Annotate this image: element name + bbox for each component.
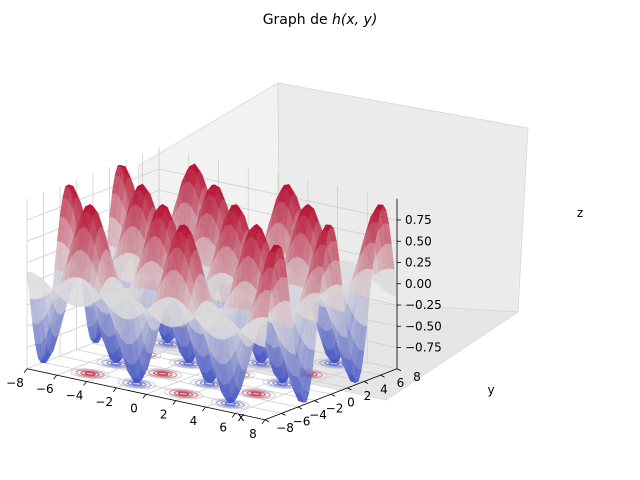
contour-ring bbox=[241, 389, 272, 399]
contour-ring bbox=[157, 340, 178, 347]
y-tick bbox=[330, 393, 336, 397]
surface-facet bbox=[259, 316, 268, 348]
contour-ring bbox=[203, 381, 216, 386]
axes: −8 −6 −4 −2 0 2 4 6 8 −8−6−4−2 0 2 4 6 8−0.75−0.50−0.2… bbox=[6, 198, 442, 441]
y-tick bbox=[380, 374, 385, 378]
y-tick bbox=[363, 381, 369, 384]
contour-ring bbox=[246, 390, 267, 397]
contour-ring bbox=[220, 400, 241, 407]
x-tick bbox=[23, 368, 28, 373]
z-tick-label: 0.25 bbox=[405, 256, 432, 270]
x-tick bbox=[261, 419, 266, 424]
x-tick bbox=[112, 387, 117, 393]
z-tick-label: −0.75 bbox=[405, 341, 442, 355]
contour-ring bbox=[178, 360, 199, 367]
contour-ring bbox=[224, 401, 236, 406]
x-tick-label: 8 bbox=[249, 427, 257, 441]
y-tick-label: −8 bbox=[276, 421, 294, 435]
chart-title-math: h(x, y) bbox=[332, 12, 377, 28]
contour-ring bbox=[328, 361, 340, 366]
contour-ring bbox=[199, 380, 220, 387]
contour-ring bbox=[130, 381, 143, 386]
y-tick-label: 6 bbox=[397, 376, 405, 390]
x-tick-label: 4 bbox=[190, 414, 198, 428]
z-axis-label: z bbox=[577, 206, 583, 220]
contour-ring bbox=[215, 399, 246, 409]
x-tick bbox=[142, 394, 147, 399]
contour-ring bbox=[251, 360, 272, 367]
chart-title-text: Graph de bbox=[263, 12, 332, 28]
x-tick-label: 0 bbox=[130, 401, 138, 415]
x-tick bbox=[172, 400, 177, 405]
contour-ring bbox=[106, 360, 126, 367]
y-tick bbox=[314, 400, 319, 403]
contour-ring bbox=[163, 388, 204, 400]
z-tick-label: 0.50 bbox=[405, 234, 432, 248]
x-tick bbox=[202, 406, 206, 412]
contour-ring bbox=[255, 361, 268, 366]
surface-mesh bbox=[26, 163, 398, 404]
contour-ring bbox=[126, 380, 147, 387]
x-tick bbox=[53, 374, 58, 380]
contour-ring bbox=[272, 380, 292, 387]
contour-ring bbox=[173, 390, 194, 397]
x-axis-label: x bbox=[237, 410, 244, 424]
contour-ring bbox=[323, 360, 344, 367]
y-tick bbox=[396, 368, 402, 372]
y-tick-label: 2 bbox=[364, 389, 372, 403]
contour-ring bbox=[117, 378, 157, 390]
x-tick-label: −6 bbox=[36, 382, 54, 396]
x-tick bbox=[231, 413, 236, 418]
contour-ring bbox=[70, 368, 110, 380]
y-tick-label: −2 bbox=[326, 402, 344, 416]
x-tick-label: −4 bbox=[66, 389, 84, 403]
contour-ring bbox=[210, 398, 250, 410]
contour-ring bbox=[250, 391, 263, 396]
z-tick-label: −0.50 bbox=[405, 319, 442, 333]
chart-title: Graph de h(x, y) bbox=[263, 12, 378, 28]
z-tick-label: 0.00 bbox=[405, 277, 432, 291]
contour-ring bbox=[121, 379, 152, 389]
contour-ring bbox=[80, 370, 101, 377]
z-tick-label: 0.75 bbox=[405, 213, 432, 227]
contour-ring bbox=[156, 371, 169, 376]
y-tick-label: 8 bbox=[413, 370, 421, 384]
contour-ring bbox=[168, 389, 199, 399]
contour-ring bbox=[152, 370, 173, 377]
y-tick-label: 4 bbox=[380, 383, 388, 397]
contour-ring bbox=[75, 369, 105, 379]
contour-ring bbox=[177, 391, 190, 396]
x-tick-label: 2 bbox=[160, 408, 168, 422]
y-tick-label: −4 bbox=[309, 408, 327, 422]
y-tick bbox=[297, 406, 303, 410]
contour-ring bbox=[182, 361, 195, 366]
contour-ring bbox=[147, 369, 178, 379]
x-tick-label: −2 bbox=[95, 395, 113, 409]
x-tick-label: 6 bbox=[219, 420, 227, 434]
y-tick bbox=[281, 413, 286, 416]
contour-ring bbox=[110, 361, 122, 366]
contour-ring bbox=[276, 381, 288, 386]
x-tick-label: −8 bbox=[6, 376, 24, 390]
contour-ring bbox=[84, 371, 96, 376]
y-tick bbox=[347, 387, 352, 391]
z-tick-label: −0.25 bbox=[405, 298, 442, 312]
x-tick bbox=[83, 381, 87, 386]
contour-ring bbox=[161, 341, 174, 346]
y-tick bbox=[264, 419, 270, 423]
y-tick-label: 0 bbox=[347, 395, 355, 409]
y-axis-label: y bbox=[487, 383, 494, 397]
y-tick-label: −6 bbox=[293, 414, 311, 428]
